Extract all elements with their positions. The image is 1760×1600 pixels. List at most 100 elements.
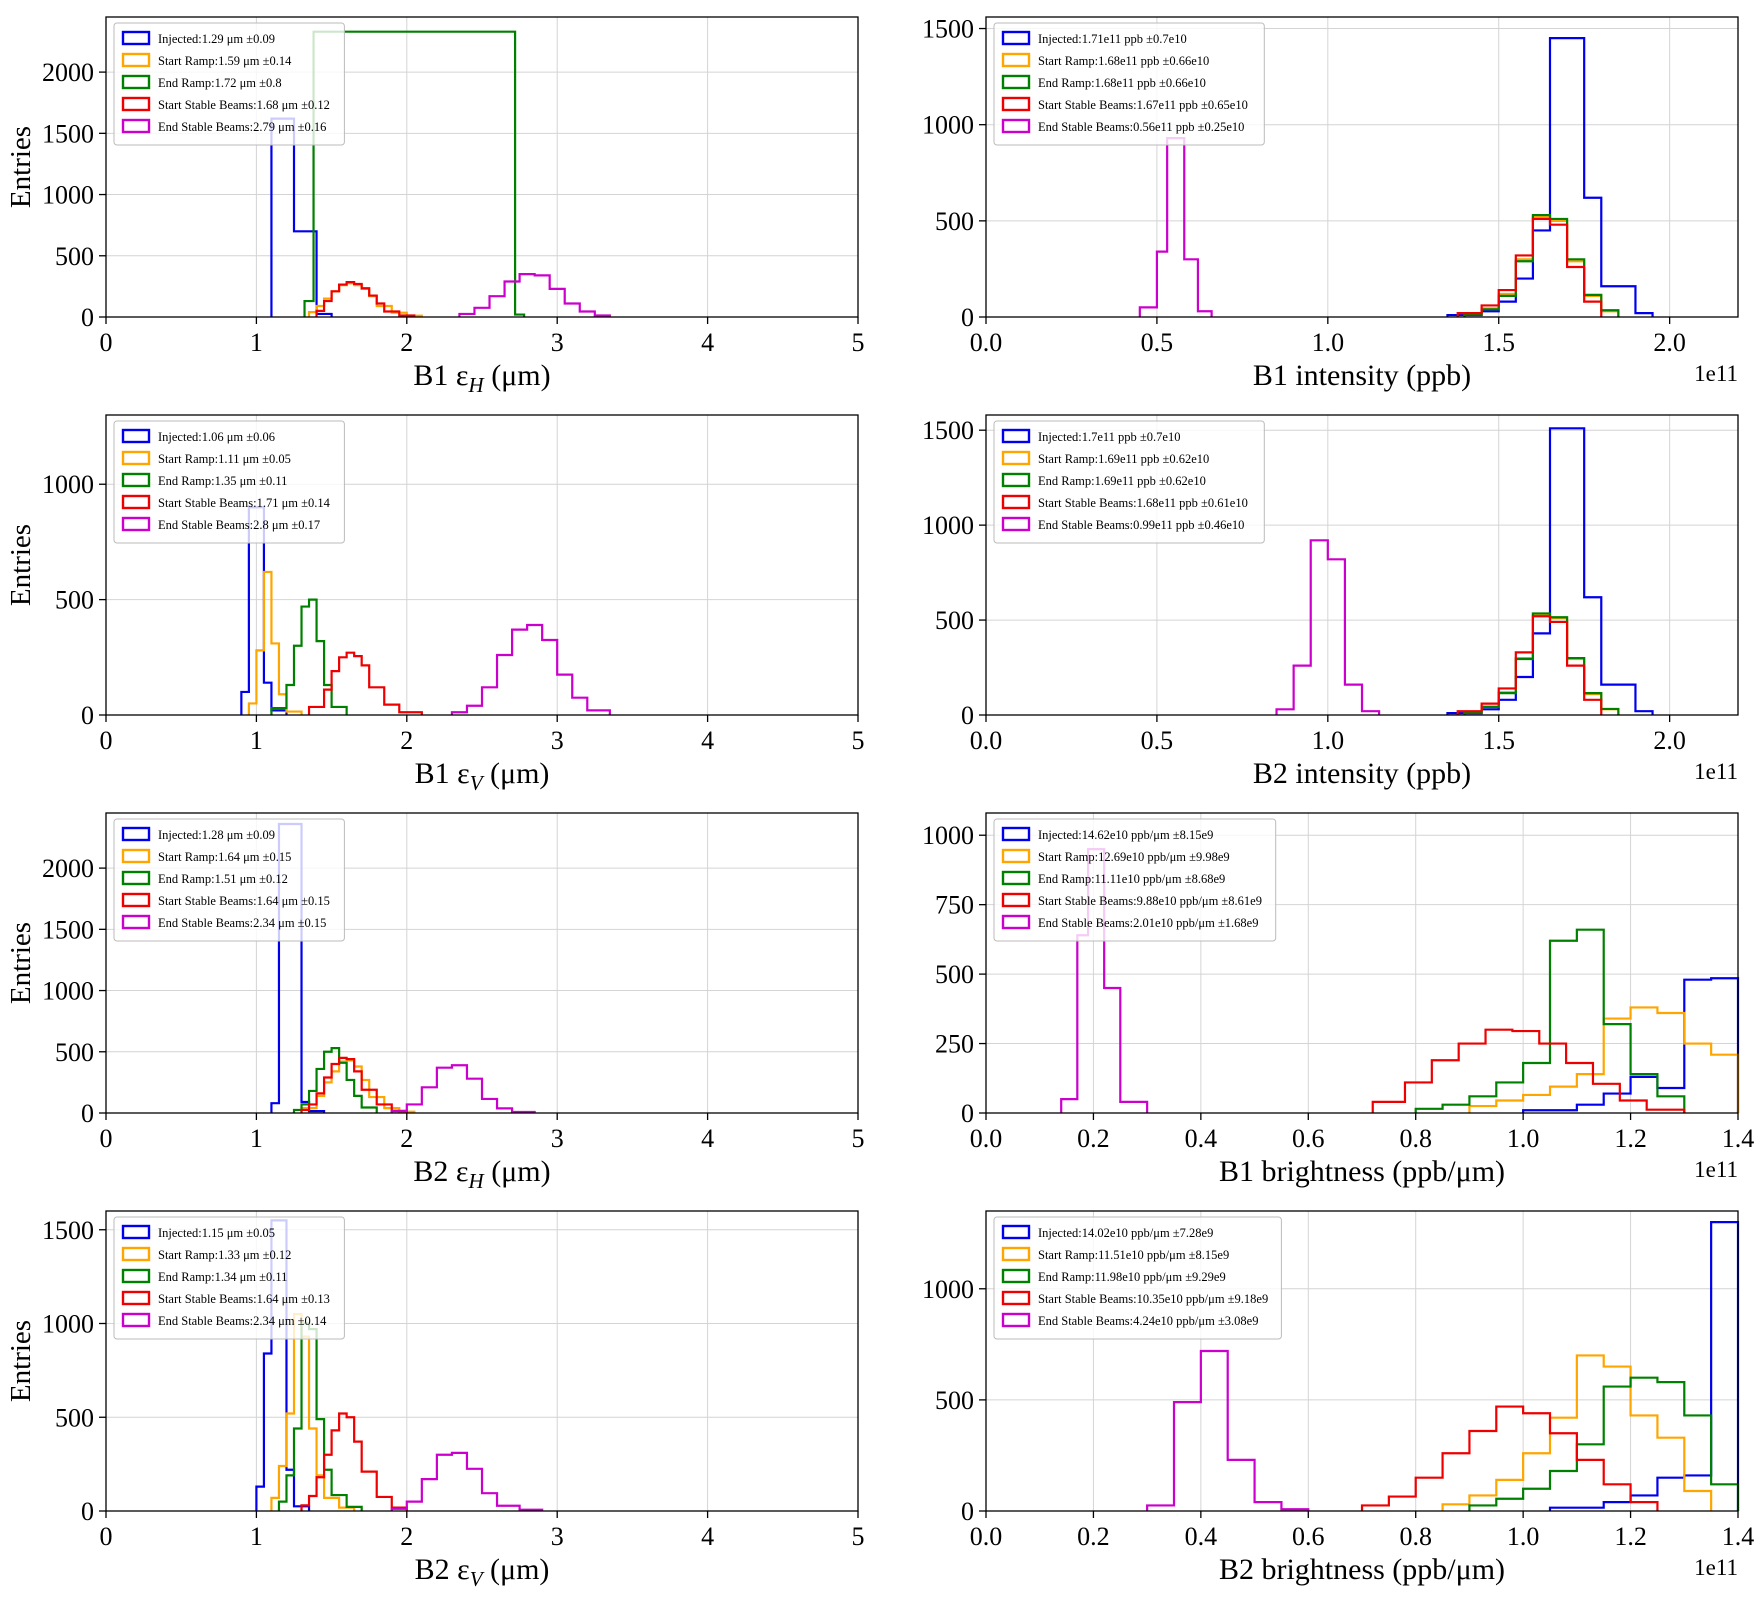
x-tick-label: 0.2	[1077, 1522, 1110, 1551]
series-start-ramp	[300, 1059, 416, 1113]
legend-swatch-injected	[1001, 428, 1031, 444]
y-tick-label: 1500	[922, 416, 974, 445]
series-end-ramp	[1463, 612, 1620, 715]
legend: Injected:14.02e10 ppb/μm ±7.28e9 Start Ra…	[993, 1216, 1282, 1340]
legend-swatch-start-ramp	[121, 450, 151, 466]
x-axis-label: B1 brightness (ppb/μm)	[1219, 1155, 1505, 1188]
axes-frame	[105, 812, 859, 1114]
x-tick-label: 0	[100, 726, 113, 755]
legend-label: Injected:14.02e10 ppb/μm ±7.28e9	[1038, 1226, 1213, 1240]
series-end-stable-beams	[1138, 137, 1213, 317]
series-start-stable-beams	[1456, 217, 1603, 317]
legend-label: Injected:1.29 μm ±0.09	[158, 32, 275, 46]
x-tick-label: 1	[250, 1124, 263, 1153]
series-start-stable-beams	[315, 281, 416, 317]
series-end-stable-beams	[1146, 1349, 1310, 1511]
histogram-b2-emittance-v: 0 1 2 3 4 5 0 500 1000 1500 B2 εV (μm) Entries Injec…	[0, 1196, 880, 1594]
series-start-ramp	[1468, 1006, 1740, 1113]
x-tick-label: 5	[852, 1522, 865, 1551]
legend-swatch-injected	[121, 826, 151, 842]
y-tick-label: 1500	[42, 119, 94, 148]
x-tick-label: 2	[400, 1522, 413, 1551]
x-tick-label: 0	[100, 1124, 113, 1153]
series-end-stable-beams	[458, 273, 611, 317]
legend-swatch-start-stable-beams	[1001, 494, 1031, 510]
series-injected	[1446, 427, 1654, 715]
legend-label: Start Ramp:12.69e10 ppb/μm ±9.98e9	[1038, 850, 1230, 864]
legend-swatch-end-ramp	[121, 472, 151, 488]
legend: Injected:1.71e11 ppb ±0.7e10 Start Ramp:1…	[993, 22, 1265, 146]
y-tick-label: 1000	[922, 1275, 974, 1304]
series-end-ramp	[303, 30, 526, 317]
chart-canvas-b1-emittance-v: 0 1 2 3 4 5 0 500 1000 B1 εV (μm) Entries Injected:…	[5, 414, 865, 795]
histogram-b1-intensity: 0.0 0.5 1.0 1.5 2.0 0 500 1000 1500 B1 intensity …	[880, 2, 1760, 400]
legend-label: Start Stable Beams:1.68e11 ppb ±0.61e10	[1038, 496, 1248, 510]
y-axis-label: Entries	[5, 524, 37, 606]
chart-canvas-b1-emittance-h: 0 1 2 3 4 5 0 500 1000 1500 2000 B1 εH (μm) Entries I…	[5, 16, 865, 397]
legend-box	[113, 818, 345, 942]
axis-offset-label: 1e11	[1694, 1555, 1738, 1580]
series-end-ramp	[1414, 928, 1686, 1113]
legend-label: End Ramp:1.69e11 ppb ±0.62e10	[1038, 474, 1206, 488]
legend-label: Start Stable Beams:1.64 μm ±0.13	[158, 1292, 330, 1306]
y-tick-label: 500	[55, 242, 94, 271]
legend-label: Injected:1.06 μm ±0.06	[158, 430, 275, 444]
legend-label: End Stable Beams:2.01e10 ppb/μm ±1.68e9	[1038, 916, 1258, 930]
y-tick-label: 1000	[922, 511, 974, 540]
legend-box	[993, 818, 1277, 942]
y-tick-label: 1500	[42, 915, 94, 944]
legend-swatch-end-stable-beams	[1001, 516, 1031, 532]
legend-box	[113, 1216, 345, 1340]
series-end-stable-beams	[450, 623, 611, 715]
legend-label: Start Ramp:11.51e10 ppb/μm ±8.15e9	[1038, 1248, 1229, 1262]
series-end-ramp	[270, 598, 348, 715]
legend-swatch-start-ramp	[1001, 1246, 1031, 1262]
series-injected	[270, 117, 333, 317]
y-tick-label: 1000	[42, 470, 94, 499]
y-tick-label: 1000	[42, 181, 94, 210]
legend-label: Start Stable Beams:1.64 μm ±0.15	[158, 894, 330, 908]
x-tick-label: 4	[701, 1124, 714, 1153]
axis-offset-label: 1e11	[1694, 361, 1738, 386]
legend-swatch-end-stable-beams	[1001, 118, 1031, 134]
x-tick-label: 0.4	[1185, 1522, 1218, 1551]
axes-frame	[985, 812, 1739, 1114]
legend: Injected:14.62e10 ppb/μm ±8.15e9 Start Ra…	[993, 818, 1277, 942]
series-start-stable-beams	[1360, 1405, 1659, 1511]
legend-swatch-start-ramp	[121, 52, 151, 68]
x-tick-label: 0.8	[1399, 1124, 1432, 1153]
legend-swatch-start-ramp	[1001, 52, 1031, 68]
x-tick-label: 1.0	[1507, 1522, 1540, 1551]
series-start-stable-beams	[1371, 1028, 1686, 1113]
axes-frame	[105, 16, 859, 318]
x-tick-label: 0.8	[1399, 1522, 1432, 1551]
legend-swatch-end-stable-beams	[121, 1312, 151, 1328]
y-tick-label: 0	[81, 701, 94, 730]
series-start-stable-beams	[300, 1412, 408, 1511]
legend-swatch-start-stable-beams	[1001, 892, 1031, 908]
legend-label: Start Stable Beams:1.71 μm ±0.14	[158, 496, 331, 510]
legend-swatch-end-ramp	[121, 1268, 151, 1284]
legend-label: Injected:1.71e11 ppb ±0.7e10	[1038, 32, 1187, 46]
x-tick-label: 0	[100, 328, 113, 357]
x-axis-label: B1 εH (μm)	[413, 359, 550, 397]
series-injected	[1446, 37, 1654, 317]
legend-swatch-start-stable-beams	[121, 494, 151, 510]
legend-label: End Stable Beams:0.99e11 ppb ±0.46e10	[1038, 518, 1244, 532]
x-axis-label: B2 εV (μm)	[415, 1553, 550, 1591]
legend-swatch-end-stable-beams	[121, 914, 151, 930]
y-tick-label: 500	[55, 1038, 94, 1067]
series-end-stable-beams	[390, 1064, 536, 1114]
y-tick-label: 0	[961, 303, 974, 332]
legend-label: End Ramp:11.98e10 ppb/μm ±9.29e9	[1038, 1270, 1226, 1284]
legend: Injected:1.15 μm ±0.05 Start Ramp:1.33 μm…	[113, 1216, 345, 1340]
axes-frame	[985, 16, 1739, 318]
x-tick-label: 1.2	[1614, 1124, 1647, 1153]
y-tick-label: 500	[935, 207, 974, 236]
legend-label: End Ramp:1.51 μm ±0.12	[158, 872, 288, 886]
x-tick-label: 0.0	[970, 1522, 1003, 1551]
legend-swatch-start-ramp	[1001, 450, 1031, 466]
legend-label: Start Ramp:1.68e11 ppb ±0.66e10	[1038, 54, 1209, 68]
legend-label: Injected:1.15 μm ±0.05	[158, 1226, 275, 1240]
